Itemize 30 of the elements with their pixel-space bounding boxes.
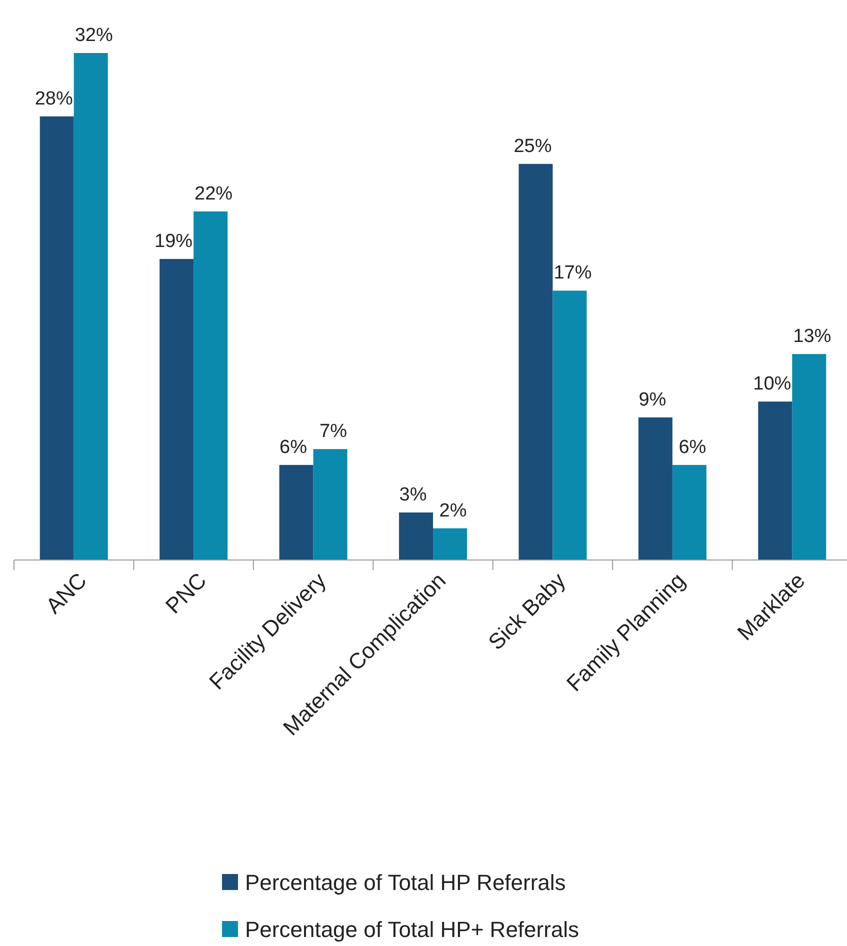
bar: [433, 528, 467, 560]
bar: [518, 164, 553, 560]
bar: [160, 258, 194, 560]
data-label: 19%: [154, 230, 193, 252]
bar: [194, 211, 228, 560]
legend-label: Percentage of Total HP Referrals: [245, 870, 566, 895]
bar: [313, 449, 348, 560]
bar: [74, 53, 108, 560]
data-label: 3%: [399, 484, 427, 506]
bar: [279, 464, 314, 560]
data-label: 17%: [554, 262, 592, 284]
data-label: 6%: [280, 436, 308, 458]
legend-label: Percentage of Total HP+ Referrals: [245, 917, 580, 942]
data-label: 10%: [753, 374, 792, 395]
data-label: 9%: [638, 389, 666, 410]
data-label: 6%: [678, 436, 706, 458]
bar: [638, 417, 672, 560]
data-label: 13%: [793, 326, 832, 348]
data-label: 7%: [320, 421, 348, 442]
bar: [40, 116, 74, 560]
bar: [792, 354, 826, 560]
bar: [758, 402, 792, 560]
data-label: 22%: [194, 183, 233, 204]
bar: [399, 512, 433, 560]
data-label: 2%: [439, 500, 467, 522]
data-label: 28%: [34, 88, 73, 110]
data-label: 32%: [74, 25, 113, 46]
data-label: 25%: [514, 136, 552, 157]
bar: [672, 464, 706, 560]
bar: [552, 290, 587, 560]
